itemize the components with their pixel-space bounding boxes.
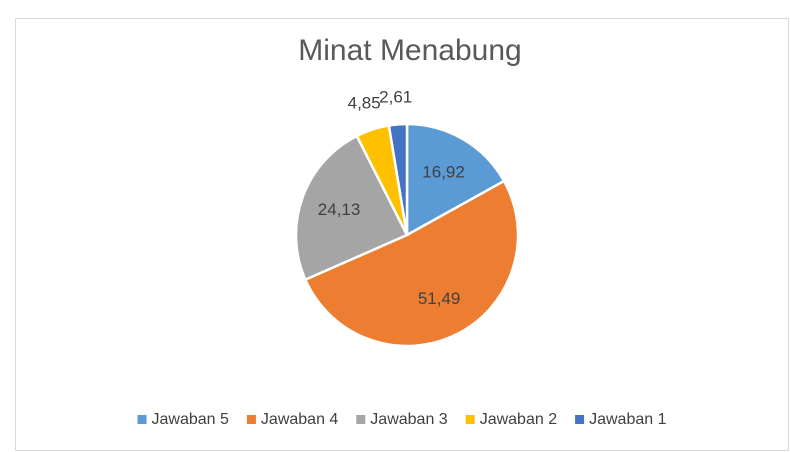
data-label: 51,49 xyxy=(418,289,461,308)
data-label: 2,61 xyxy=(379,87,412,106)
legend-label: Jawaban 4 xyxy=(261,411,338,428)
legend-item: Jawaban 2 xyxy=(465,411,557,428)
legend-swatch xyxy=(356,415,366,424)
legend-item: Jawaban 3 xyxy=(356,411,448,428)
legend-label: Jawaban 3 xyxy=(370,411,447,428)
pie-slice xyxy=(303,179,520,348)
legend-label: Jawaban 5 xyxy=(152,411,229,428)
data-label: 16,92 xyxy=(422,162,465,181)
pie-slice xyxy=(294,134,409,282)
legend-swatch xyxy=(575,415,585,424)
chart-title: Minat Menabung xyxy=(298,34,521,67)
legend-item: Jawaban 4 xyxy=(246,411,338,428)
legend-swatch xyxy=(137,415,147,424)
legend-item: Jawaban 5 xyxy=(137,411,229,428)
pie-slice xyxy=(405,122,506,238)
legend-item: Jawaban 1 xyxy=(575,411,667,428)
data-label: 4,85 xyxy=(348,94,381,113)
data-label: 24,13 xyxy=(318,200,361,219)
legend-label: Jawaban 2 xyxy=(480,411,557,428)
legend-label: Jawaban 1 xyxy=(589,411,666,428)
legend: Jawaban 5 Jawaban 4 Jawaban 3 Jawaban 2 Jawa… xyxy=(137,411,667,428)
legend-swatch xyxy=(246,415,256,424)
legend-swatch xyxy=(465,415,475,424)
pie-slice xyxy=(387,122,409,236)
pie: 16,92 51,49 24,13 4,852,61 xyxy=(294,87,520,348)
